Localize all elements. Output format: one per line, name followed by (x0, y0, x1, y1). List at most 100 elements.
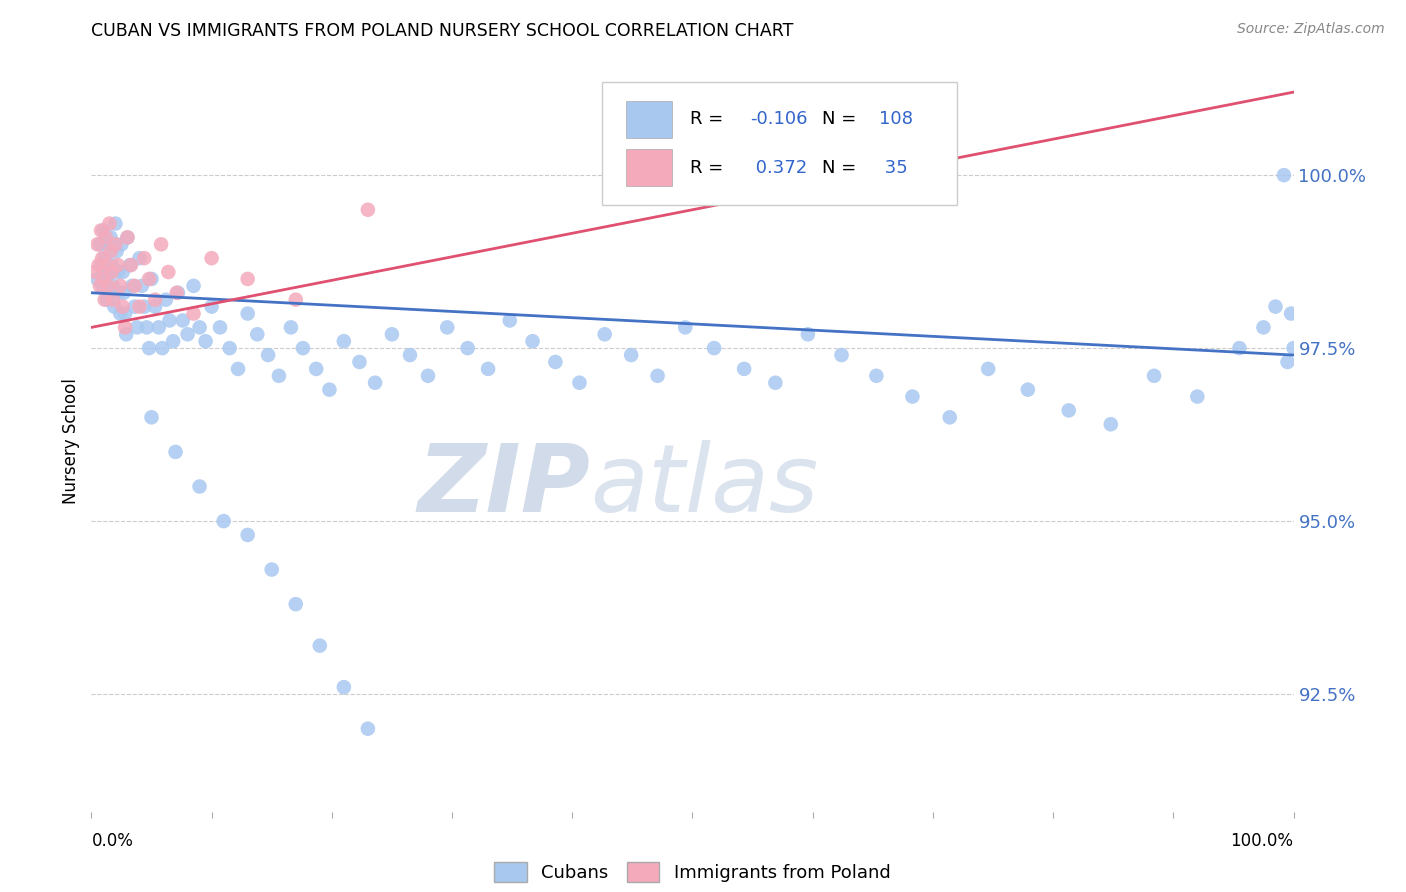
Point (125, 320, 148, 334)
Point (100, 244, 122, 259)
Point (499, 313, 522, 327)
Point (114, 306, 136, 320)
Text: 35: 35 (879, 159, 907, 177)
Point (104, 237, 127, 252)
Point (1143, 368, 1166, 383)
Text: -0.106: -0.106 (751, 111, 807, 128)
Point (138, 341, 160, 355)
Point (94, 230, 117, 244)
Text: R =: R = (690, 111, 723, 128)
Point (477, 362, 499, 376)
Text: R =: R = (690, 159, 723, 177)
Point (1187, 390, 1209, 404)
FancyBboxPatch shape (602, 82, 957, 204)
Point (364, 376, 387, 390)
Text: 0.0%: 0.0% (91, 831, 134, 849)
Point (188, 479, 211, 493)
Point (1279, 306, 1302, 320)
Point (381, 327, 404, 342)
Point (134, 300, 156, 314)
Point (183, 306, 205, 320)
Point (98, 285, 121, 300)
Point (111, 300, 134, 314)
Point (143, 293, 166, 307)
Point (162, 334, 184, 349)
Point (150, 237, 173, 252)
Point (89, 237, 111, 252)
Point (150, 341, 173, 355)
Point (135, 320, 157, 334)
Point (797, 327, 820, 342)
Text: CUBAN VS IMMIGRANTS FROM POLAND NURSERY SCHOOL CORRELATION CHART: CUBAN VS IMMIGRANTS FROM POLAND NURSERY … (91, 22, 794, 40)
Point (110, 237, 132, 252)
Point (1253, 320, 1275, 334)
Point (94, 272, 117, 286)
Point (86, 237, 108, 252)
Point (118, 258, 141, 272)
Point (93, 272, 115, 286)
Point (105, 244, 128, 259)
Point (107, 258, 129, 272)
Point (1264, 300, 1286, 314)
Text: N =: N = (823, 159, 856, 177)
Point (436, 320, 458, 334)
Text: 0.372: 0.372 (751, 159, 807, 177)
Point (284, 597, 307, 611)
Point (111, 265, 134, 279)
Point (87, 258, 110, 272)
Point (141, 272, 163, 286)
Point (201, 251, 224, 265)
Point (246, 327, 269, 342)
Text: N =: N = (823, 111, 856, 128)
Point (93, 293, 115, 307)
Bar (626, 101, 672, 138)
Point (703, 341, 725, 355)
Point (91, 251, 114, 265)
Point (120, 258, 142, 272)
Point (257, 348, 280, 362)
Y-axis label: Nursery School: Nursery School (62, 378, 80, 505)
Text: Source: ZipAtlas.com: Source: ZipAtlas.com (1237, 22, 1385, 37)
Point (148, 320, 170, 334)
Point (91, 278, 114, 293)
Point (84, 265, 107, 279)
Point (218, 341, 240, 355)
Point (101, 258, 124, 272)
Point (101, 278, 124, 293)
Point (673, 320, 696, 334)
Point (104, 217, 127, 231)
Text: ZIP: ZIP (418, 440, 591, 532)
Point (308, 639, 330, 653)
Point (167, 285, 190, 300)
Point (236, 528, 259, 542)
Point (155, 293, 177, 307)
Point (416, 368, 439, 383)
Point (112, 285, 135, 300)
Point (763, 376, 786, 390)
Point (124, 278, 146, 293)
Point (124, 300, 146, 314)
Point (128, 300, 150, 314)
Point (901, 390, 924, 404)
Point (166, 285, 188, 300)
Point (1229, 341, 1251, 355)
Point (101, 265, 124, 279)
Point (226, 362, 249, 376)
Point (86, 272, 108, 286)
Point (305, 362, 328, 376)
Point (98, 265, 121, 279)
Point (134, 251, 156, 265)
Point (121, 278, 143, 293)
Point (97, 237, 120, 252)
Point (96, 293, 118, 307)
Point (97, 278, 120, 293)
Point (1282, 341, 1305, 355)
Point (236, 306, 259, 320)
Point (176, 327, 198, 342)
Point (1099, 417, 1122, 432)
Point (977, 362, 1000, 376)
Point (143, 300, 166, 314)
Point (938, 410, 960, 425)
Point (157, 265, 180, 279)
Text: atlas: atlas (591, 441, 818, 532)
